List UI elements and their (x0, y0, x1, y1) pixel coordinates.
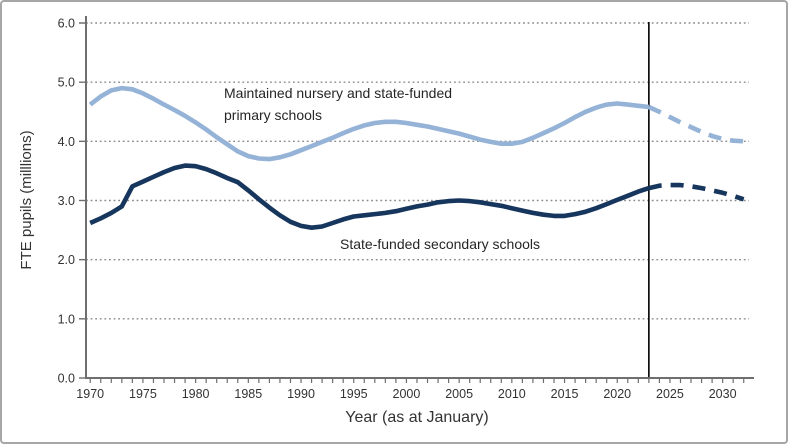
y-tick-label: 4.0 (58, 135, 75, 149)
y-tick-label: 5.0 (58, 76, 75, 90)
y-tick-label: 3.0 (58, 194, 75, 208)
axes-and-ticks (79, 16, 754, 383)
y-axis-title: FTE pupils (milllions) (18, 130, 35, 269)
y-tick-label: 1.0 (58, 312, 75, 326)
x-tick-label: 1975 (129, 387, 157, 401)
series-line (647, 104, 744, 144)
series-lines (88, 85, 745, 230)
x-axis-title: Year (as at January) (345, 409, 488, 426)
series-annotation-label: Maintained nursery and state-funded (224, 85, 452, 101)
x-tick-label: 2010 (498, 387, 526, 401)
series-line (648, 182, 745, 202)
x-tick-label: 2000 (393, 387, 421, 401)
x-tick-label: 2005 (445, 387, 473, 401)
x-tick-label: 1990 (287, 387, 315, 401)
x-tick-label: 2020 (603, 387, 631, 401)
series-annotation-label: State-funded secondary schools (340, 236, 540, 252)
series-line (88, 85, 650, 162)
y-tick-label: 6.0 (58, 17, 75, 31)
y-tick-label: 2.0 (58, 253, 75, 267)
series-line (89, 163, 650, 230)
gridlines (86, 22, 749, 320)
x-tick-label: 1970 (76, 387, 104, 401)
series-annotations: Maintained nursery and state-funded prima… (224, 85, 540, 252)
x-tick-label: 1995 (340, 387, 368, 401)
x-tick-label: 1980 (182, 387, 210, 401)
series-annotation-label: primary schools (224, 107, 322, 123)
x-tick-label: 2025 (656, 387, 684, 401)
x-tick-label: 2030 (709, 387, 737, 401)
y-tick-label: 0.0 (58, 372, 75, 386)
x-tick-label: 2015 (551, 387, 579, 401)
x-tick-label: 1985 (234, 387, 262, 401)
